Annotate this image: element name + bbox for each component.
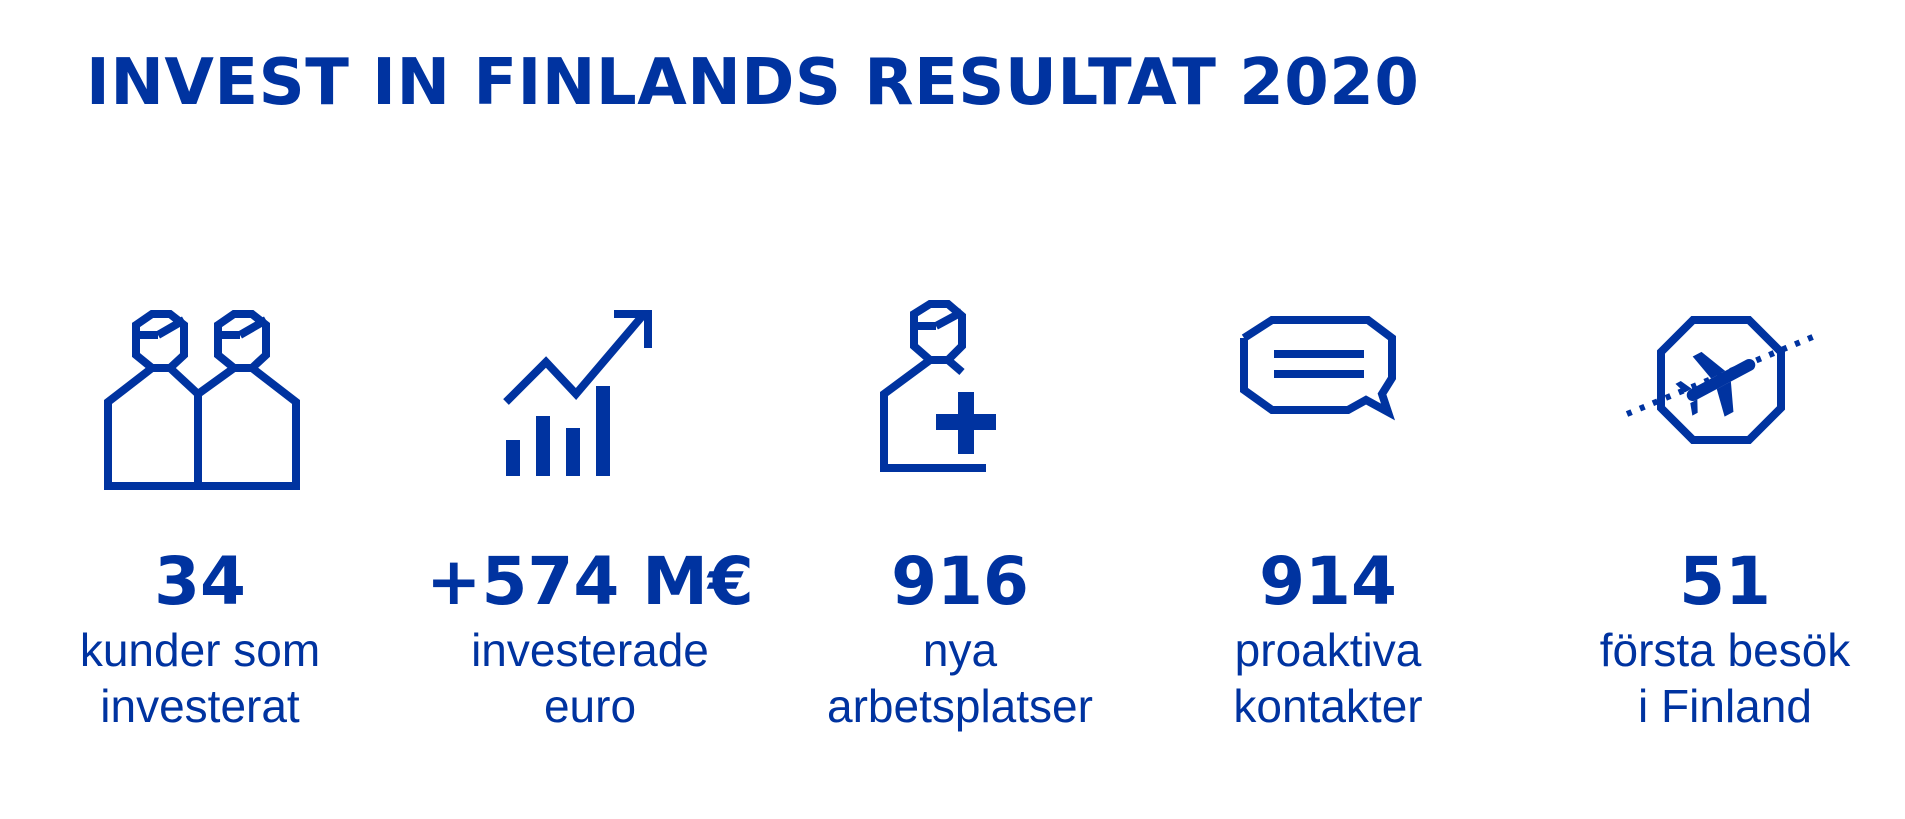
stat-label: första besök i Finland (1599, 624, 1851, 732)
stat-label: proaktiva kontakter (1233, 624, 1423, 732)
speech-bubble-icon (1240, 316, 1396, 421)
stat-label: nya arbetsplatser (827, 624, 1093, 732)
people-icon (104, 310, 300, 490)
stat-label: investerade euro (471, 624, 709, 732)
stat-value: 916 (891, 543, 1029, 620)
growth-chart-icon (503, 310, 652, 476)
stat-value: +574 M€ (426, 543, 754, 620)
add-person-icon (880, 300, 996, 472)
page-title: INVEST IN FINLANDS RESULTAT 2020 (86, 46, 1420, 120)
stat-contacts: 914 proaktiva kontakter (1148, 290, 1508, 734)
airplane-orbit-icon (1625, 316, 1817, 444)
stat-first-visits: 51 första besök i Finland (1545, 290, 1905, 734)
stat-value: 914 (1259, 543, 1397, 620)
stat-value: 51 (1679, 543, 1771, 620)
stat-value: 34 (154, 543, 246, 620)
stat-label: kunder som investerat (79, 624, 321, 732)
stat-jobs: 916 nya arbetsplatser (780, 290, 1140, 734)
stat-customers: 34 kunder som investerat (20, 290, 380, 734)
stat-investments: +574 M€ investerade euro (410, 290, 770, 734)
